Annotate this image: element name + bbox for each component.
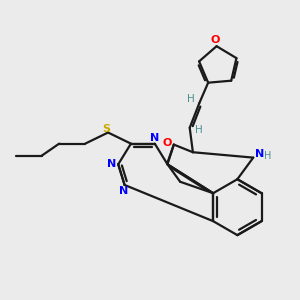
Text: N: N	[149, 133, 159, 143]
Text: S: S	[103, 124, 110, 134]
Text: N: N	[255, 149, 264, 159]
Text: N: N	[119, 186, 129, 196]
Text: H: H	[188, 94, 195, 104]
Text: H: H	[195, 125, 203, 135]
Text: O: O	[162, 138, 172, 148]
Text: H: H	[264, 151, 271, 161]
Text: O: O	[210, 35, 220, 46]
Text: N: N	[106, 159, 116, 169]
